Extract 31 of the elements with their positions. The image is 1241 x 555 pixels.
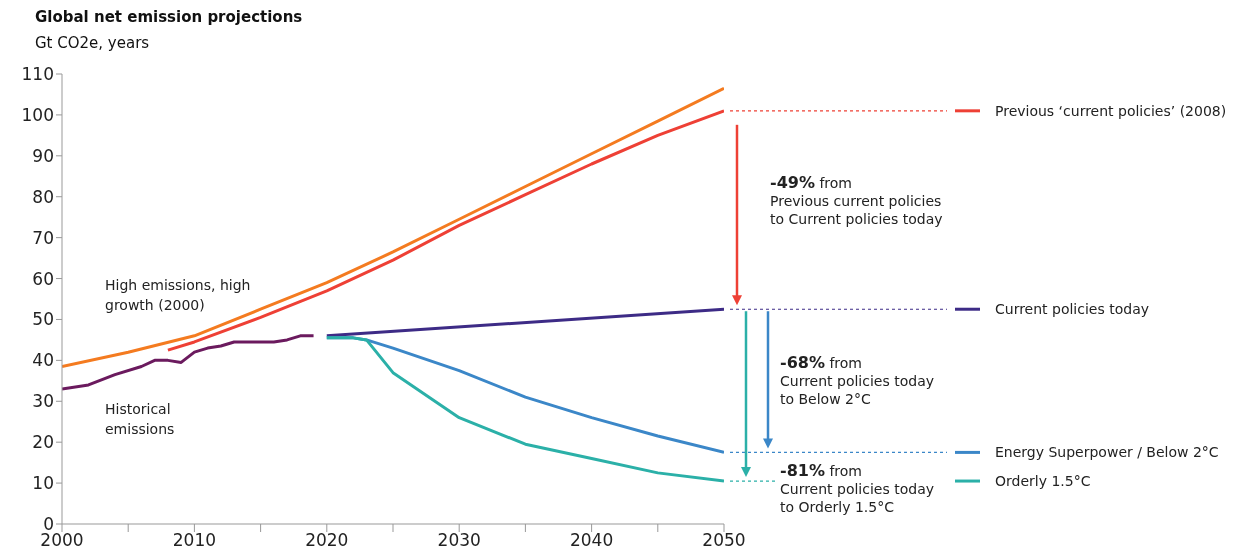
text: -68% from Current policies today to Below 2°C bbox=[780, 353, 935, 407]
legend-label: Energy Superpower / Below 2°C bbox=[995, 444, 1219, 461]
y-tick-label: 60 bbox=[32, 268, 54, 289]
line-series bbox=[62, 334, 316, 391]
line-series bbox=[325, 336, 724, 483]
annotation: High emissions, high growth (2000) bbox=[105, 277, 251, 313]
y-tick-label: 40 bbox=[32, 350, 54, 371]
legend-label: Orderly 1.5°C bbox=[995, 473, 1091, 490]
line-series bbox=[62, 86, 724, 368]
chart-subtitle: Gt CO2e, years bbox=[35, 34, 150, 52]
y-tick-label: 100 bbox=[21, 104, 54, 125]
chart-title: Global net emission projections bbox=[35, 8, 303, 26]
x-tick-label: 2000 bbox=[40, 530, 84, 551]
x-tick-label: 2010 bbox=[172, 530, 217, 551]
y-tick-label: 10 bbox=[32, 473, 54, 494]
y-tick-label: 30 bbox=[32, 391, 54, 412]
y-tick-label: 90 bbox=[32, 145, 54, 166]
legend-label: Previous ‘current policies’ (2008) bbox=[995, 102, 1227, 119]
text: -49% from Previous current policies to Current policies today bbox=[770, 173, 943, 227]
x-tick-label: 2050 bbox=[702, 530, 746, 551]
x-tick-label: 2030 bbox=[437, 530, 481, 551]
annotation: Historical emissions bbox=[105, 401, 175, 437]
x-tick-label: 2040 bbox=[569, 530, 614, 551]
y-tick-label: 110 bbox=[21, 64, 54, 85]
y-tick-label: 70 bbox=[32, 227, 54, 248]
text: -81% from Current policies today to Orderly 1.5°C bbox=[780, 461, 935, 515]
y-tick-label: 50 bbox=[32, 309, 54, 330]
y-tick-label: 80 bbox=[32, 186, 54, 207]
y-tick-label: 20 bbox=[32, 432, 54, 453]
x-tick-label: 2020 bbox=[305, 530, 349, 551]
legend-label: Current policies today bbox=[995, 301, 1150, 318]
